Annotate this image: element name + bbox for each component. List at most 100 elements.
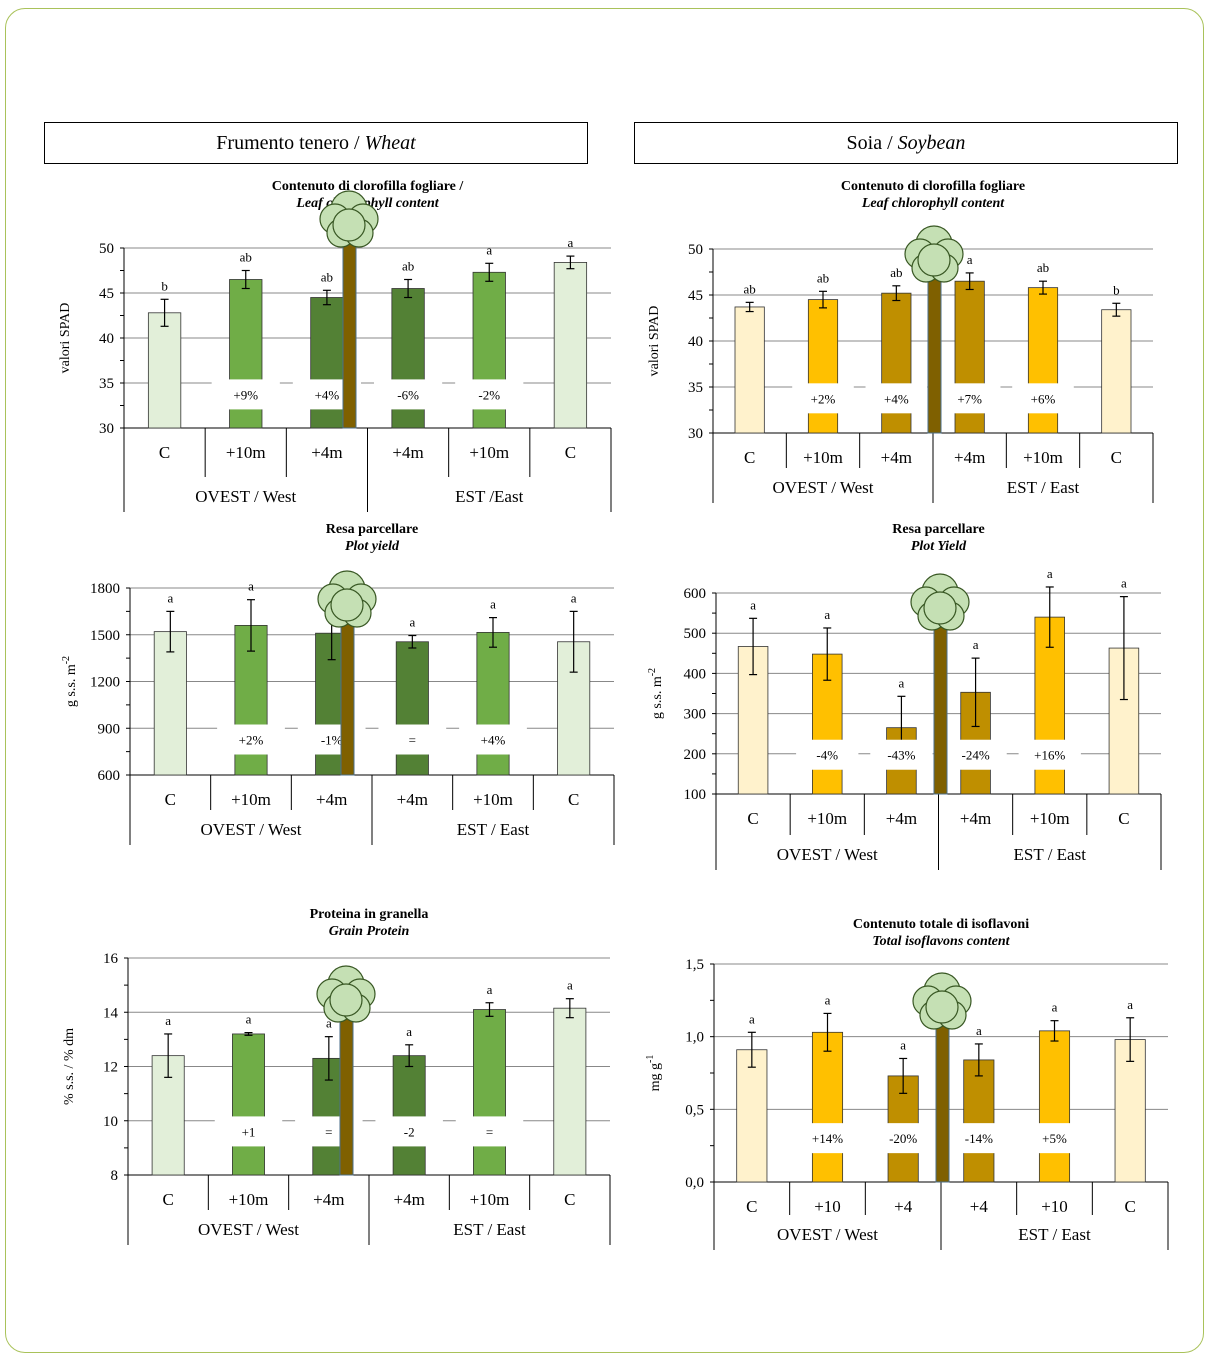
soybean-chlorophyll-significance-letter: ab <box>744 281 756 296</box>
soybean-yield-group-label: EST / East <box>1014 845 1087 864</box>
wheat-chlorophyll-tree-trunk <box>342 232 357 429</box>
wheat-protein-ytick-label: 16 <box>103 951 119 967</box>
soybean-isoflavones-change-label: +14% <box>812 1131 843 1146</box>
wheat-protein-change-label: +1 <box>242 1124 256 1139</box>
wheat-chlorophyll-change-box <box>455 379 524 410</box>
soybean-header-label: Soia / <box>846 131 893 154</box>
soybean-isoflavones-ytick-label: 0,0 <box>685 1175 704 1191</box>
soybean-yield-ytick-label: 500 <box>684 626 707 642</box>
soybean-isoflavones-bar <box>811 1031 844 1183</box>
wheat-protein-ytick-label: 12 <box>103 1060 118 1076</box>
soybean-isoflavones-significance-letter: a <box>1052 1000 1058 1015</box>
wheat-protein-significance-letter: a <box>487 982 493 997</box>
soybean-header: Soia / Soybean <box>634 122 1178 164</box>
wheat-yield-significance-letter: a <box>571 590 577 605</box>
wheat-yield-significance-letter: a <box>167 590 173 605</box>
wheat-chlorophyll-chart: Contenuto di clorofilla fogliare /Leaf c… <box>58 179 612 512</box>
wheat-protein-category-label: +4m <box>313 1190 344 1209</box>
soybean-isoflavones-ytick-label: 1,5 <box>685 957 704 973</box>
wheat-yield-change-label: = <box>409 733 416 748</box>
soybean-chlorophyll-ytick-label: 40 <box>688 334 703 350</box>
wheat-protein-significance-letter: a <box>326 1016 332 1031</box>
soybean-chlorophyll-change-box <box>792 383 854 414</box>
soybean-yield-change-label: -4% <box>816 748 838 763</box>
soybean-yield-significance-letter: a <box>1047 566 1053 581</box>
soybean-yield-ylabel-sup: -2 <box>647 668 658 676</box>
wheat-yield-tree-canopy <box>330 588 364 622</box>
wheat-chlorophyll-ytick-label: 40 <box>99 331 114 347</box>
soybean-yield-ytick-label: 200 <box>684 747 707 763</box>
soybean-isoflavones-ytick-label: 1,0 <box>685 1030 704 1046</box>
soybean-yield-change-label: +16% <box>1034 748 1065 763</box>
soybean-isoflavones-chart: Contenuto totale di isoflavoni Total isof… <box>645 917 1169 1250</box>
soybean-yield-ytick-label: 300 <box>684 707 707 723</box>
wheat-chlorophyll-ytick-label: 35 <box>99 376 114 392</box>
soybean-yield-category-label: +4m <box>960 809 991 828</box>
soybean-isoflavones-change-label: -14% <box>965 1131 993 1146</box>
soybean-chlorophyll-bar <box>1101 309 1132 434</box>
soybean-isoflavones-subtitle: Total isoflavons content <box>872 934 1010 949</box>
soybean-yield-ytick-label: 600 <box>684 586 707 602</box>
wheat-chlorophyll-ylabel: valori SPAD <box>58 303 73 374</box>
soybean-yield-significance-letter: a <box>973 637 979 652</box>
wheat-yield-change-label: +2% <box>239 733 264 748</box>
soybean-isoflavones-significance-letter: a <box>749 1011 755 1026</box>
wheat-chlorophyll-significance-letter: ab <box>321 269 333 284</box>
wheat-protein-chart: Proteina in granella Grain Protein 8 10 12 14… <box>62 907 611 1245</box>
wheat-protein-group-label: OVEST / West <box>198 1220 299 1239</box>
soybean-chlorophyll-category-label: +4m <box>881 448 912 467</box>
soybean-chlorophyll-subtitle: Leaf chlorophyll content <box>861 196 1005 211</box>
soybean-yield-category-label: C <box>1118 809 1129 828</box>
wheat-protein-significance-letter: a <box>165 1013 171 1028</box>
wheat-yield-category-label: +10m <box>231 790 271 809</box>
soybean-yield-subtitle: Plot Yield <box>911 539 967 554</box>
soybean-isoflavones-significance-letter: a <box>976 1023 982 1038</box>
soybean-yield-significance-letter: a <box>750 597 756 612</box>
wheat-protein-bar <box>473 1009 506 1176</box>
soybean-chlorophyll-significance-letter: a <box>967 252 973 267</box>
soybean-isoflavones-title: Contenuto totale di isoflavoni <box>853 917 1029 932</box>
soybean-yield-category-label: +10m <box>1030 809 1070 828</box>
wheat-protein-bar <box>553 1007 587 1176</box>
soybean-yield-title: Resa parcellare <box>892 522 984 537</box>
soybean-isoflavones-group-label: OVEST / West <box>777 1225 878 1244</box>
soybean-yield-ytick-label: 400 <box>684 666 707 682</box>
wheat-protein-change-box <box>455 1116 524 1147</box>
soybean-chlorophyll-ytick-label: 35 <box>688 380 703 396</box>
soybean-chlorophyll-change-box <box>1012 383 1074 414</box>
soybean-isoflavones-significance-letter: a <box>900 1037 906 1052</box>
wheat-protein-group-label: EST / East <box>453 1220 526 1239</box>
wheat-header-label: Frumento tenero / <box>216 131 360 154</box>
wheat-yield-category-label: C <box>165 790 176 809</box>
soybean-header-label-en: Soybean <box>897 131 966 154</box>
wheat-yield-ytick-label: 1500 <box>90 628 120 644</box>
wheat-yield-change-label: -1% <box>321 733 343 748</box>
soybean-yield-tree-canopy <box>923 591 957 625</box>
soybean-isoflavones-change-box <box>947 1123 1011 1154</box>
soybean-yield-change-box <box>944 739 1007 770</box>
wheat-chlorophyll-category-label: C <box>159 443 170 462</box>
wheat-yield-title: Resa parcellare <box>326 522 418 537</box>
wheat-yield-tree-trunk <box>340 612 355 776</box>
wheat-protein-tree-canopy <box>329 983 363 1017</box>
soybean-yield-group-label: OVEST / West <box>777 845 878 864</box>
soybean-isoflavones-category-label: +4 <box>970 1197 989 1216</box>
wheat-chlorophyll-significance-letter: ab <box>240 250 252 265</box>
soybean-isoflavones-tree-canopy <box>925 990 959 1024</box>
wheat-yield-chart: Resa parcellare Plot yield 600 900 1200 1500 1… <box>61 522 615 845</box>
soybean-chlorophyll-ytick-label: 30 <box>688 426 703 442</box>
soybean-isoflavones-category-label: C <box>1124 1197 1135 1216</box>
soybean-chlorophyll-ytick-label: 50 <box>688 242 703 258</box>
soybean-isoflavones-category-label: +10 <box>814 1197 841 1216</box>
wheat-protein-change-label: -2 <box>404 1124 415 1139</box>
soybean-yield-change-label: -43% <box>887 748 915 763</box>
soybean-chlorophyll-category-label: +4m <box>954 448 985 467</box>
soybean-chlorophyll-chart: Contenuto di clorofilla fogliare Leaf chl… <box>647 179 1154 503</box>
wheat-protein-bar <box>392 1055 426 1176</box>
soybean-isoflavones-ylabel: mg g-1 <box>645 1055 663 1092</box>
wheat-chlorophyll-category-label: C <box>565 443 576 462</box>
wheat-chlorophyll-change-label: -2% <box>478 387 500 402</box>
soybean-chlorophyll-ytick-label: 45 <box>688 288 703 304</box>
soybean-yield-category-label: C <box>747 809 758 828</box>
wheat-protein-significance-letter: a <box>406 1024 412 1039</box>
